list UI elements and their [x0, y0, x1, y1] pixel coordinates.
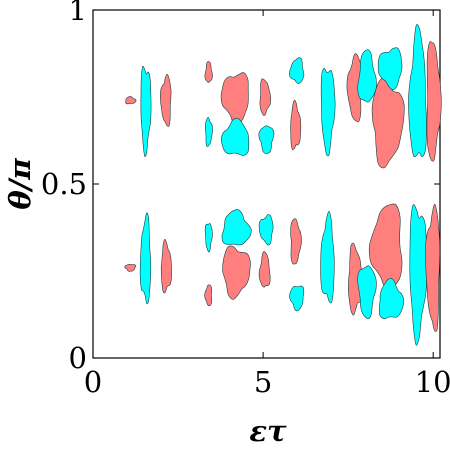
- contour-region-negative: [289, 285, 305, 312]
- contour-region-negative: [221, 209, 252, 246]
- contour-region-positive: [426, 41, 442, 162]
- contour-region-negative: [357, 49, 377, 103]
- contour-regions: [124, 24, 442, 346]
- contour-region-negative: [378, 278, 405, 320]
- contour-region-positive: [220, 72, 249, 126]
- contour-region-negative: [409, 204, 428, 346]
- contour-region-positive: [371, 77, 405, 169]
- contour-region-negative: [377, 47, 403, 91]
- contour-region-positive: [204, 61, 213, 83]
- y-tick-label: 1: [69, 0, 87, 27]
- contour-region-negative: [140, 65, 152, 157]
- contour-region-negative: [289, 57, 305, 85]
- contour-region-negative: [320, 68, 336, 157]
- contour-region-positive: [125, 96, 137, 105]
- contour-region-positive: [259, 78, 271, 116]
- contour-region-positive: [290, 99, 302, 151]
- x-tick-label: 5: [254, 365, 272, 399]
- contour-region-negative: [258, 214, 274, 246]
- contour-region-negative: [204, 117, 213, 147]
- contour-region-negative: [357, 265, 377, 320]
- y-tick-label: 0.5: [41, 167, 87, 201]
- contour-region-negative: [204, 223, 213, 253]
- contour-region-positive: [258, 251, 271, 288]
- x-tick-label: 0: [84, 365, 102, 399]
- contour-region-negative: [408, 24, 427, 158]
- contour-region-positive: [348, 242, 363, 316]
- contour-region-negative: [220, 118, 250, 156]
- contour-region-positive: [124, 263, 137, 272]
- contour-region-positive: [290, 218, 302, 265]
- y-axis-label: θ/π: [3, 158, 37, 210]
- contour-region-positive: [222, 245, 251, 300]
- y-tick-label: 0: [69, 341, 87, 375]
- contour-region-negative: [320, 211, 335, 304]
- contour-region-negative: [258, 125, 275, 154]
- contour-region-positive: [204, 284, 213, 307]
- axis-ticks: 0 5 10 0 0.5 1: [41, 0, 450, 399]
- contour-region-positive: [160, 239, 172, 294]
- contour-region-positive: [425, 203, 441, 332]
- x-axis-label: ετ: [249, 414, 287, 448]
- x-tick-label: 10: [415, 365, 450, 399]
- contour-region-positive: [346, 53, 362, 123]
- contour-region-negative: [139, 212, 152, 305]
- contour-region-positive: [160, 73, 172, 127]
